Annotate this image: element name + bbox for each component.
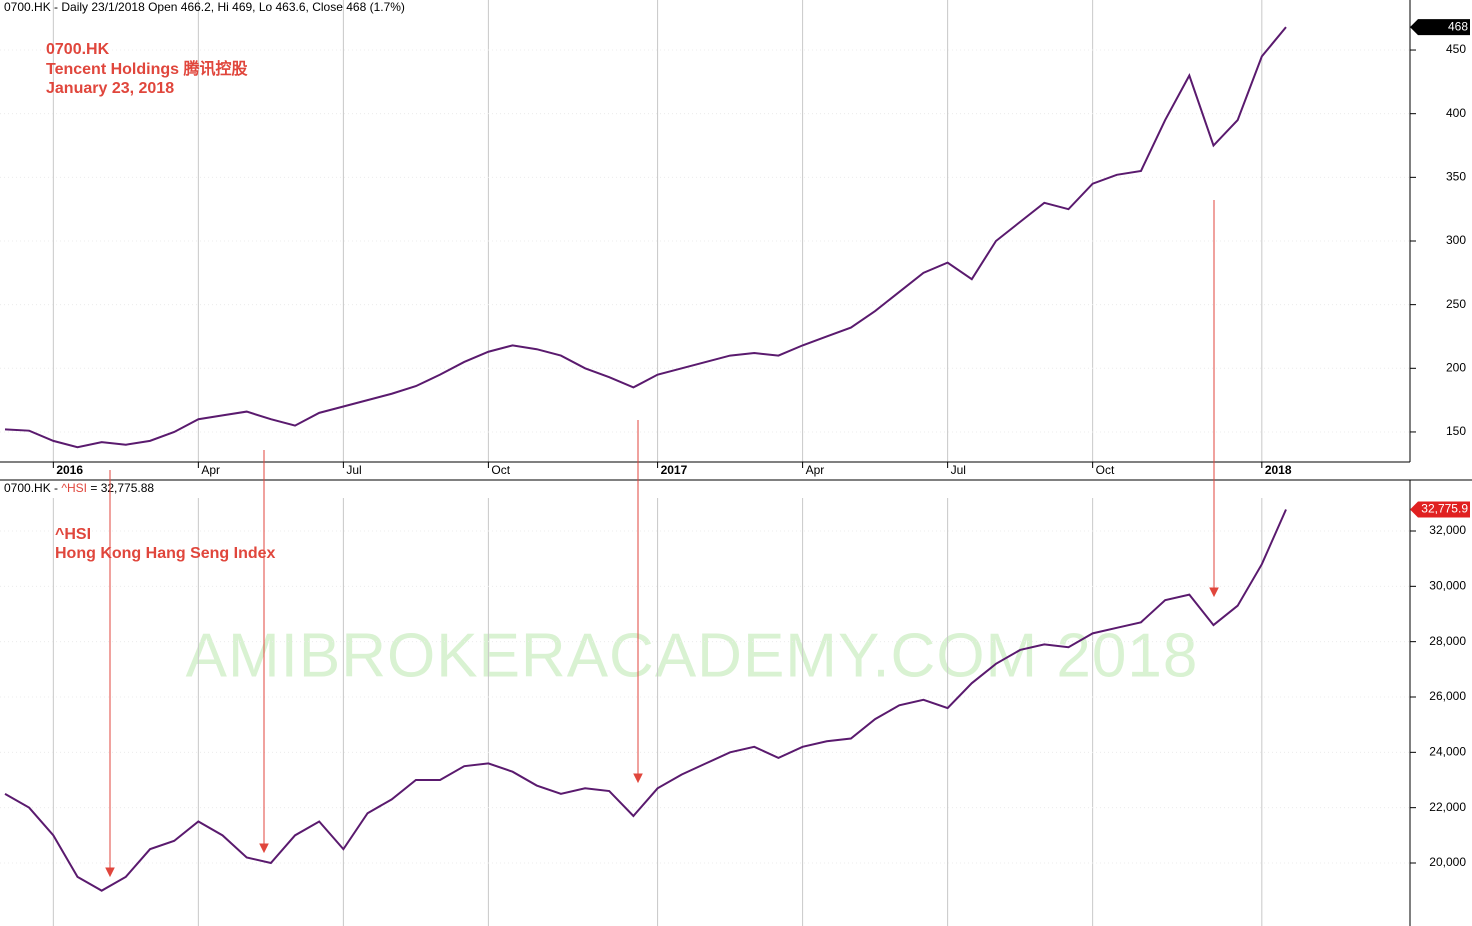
y-tick-label: 350: [1446, 170, 1466, 184]
arrow-head: [633, 773, 643, 784]
last-value-label: 32,775.9: [1421, 502, 1468, 516]
x-tick-label: Jul: [951, 463, 966, 477]
y-tick-label: 24,000: [1429, 745, 1466, 759]
y-tick-label: 200: [1446, 360, 1466, 374]
annotation: Hong Kong Hang Seng Index: [55, 545, 276, 562]
annotation: January 23, 2018: [46, 80, 174, 97]
grid: [0, 0, 1410, 462]
chart-header: 0700.HK - Daily 23/1/2018 Open 466.2, Hi…: [4, 0, 405, 14]
x-tick-label: Apr: [806, 463, 825, 477]
annotation: ^HSI: [55, 526, 91, 543]
annotation: Tencent Holdings 腾讯控股: [46, 59, 248, 78]
y-tick-label: 28,000: [1429, 634, 1466, 648]
y-tick-label: 450: [1446, 42, 1466, 56]
y-tick-label: 250: [1446, 297, 1466, 311]
chart-header: 0700.HK - ^HSI = 32,775.88: [4, 481, 154, 495]
x-tick-label: Jul: [346, 463, 361, 477]
x-tick-label: 2016: [56, 463, 83, 477]
arrow-head: [259, 843, 269, 854]
arrow-head: [1209, 587, 1219, 598]
y-tick-label: 20,000: [1429, 855, 1466, 869]
y-tick-label: 32,000: [1429, 523, 1466, 537]
x-tick-label: Oct: [1096, 463, 1115, 477]
header-part: ^HSI: [61, 481, 87, 495]
y-tick-label: 150: [1446, 424, 1466, 438]
last-value-tag: [1410, 19, 1470, 36]
y-tick-label: 30,000: [1429, 578, 1466, 592]
annotation: 0700.HK: [46, 41, 110, 58]
header-part: = 32,775.88: [87, 481, 154, 495]
price-line: [4, 509, 1287, 892]
y-tick-label: 26,000: [1429, 689, 1466, 703]
watermark: AMIBROKERACADEMY.COM 2018: [186, 621, 1199, 690]
last-value-label: 468: [1448, 19, 1468, 33]
x-tick-label: Apr: [201, 463, 220, 477]
arrow-head: [105, 867, 115, 878]
y-tick-label: 400: [1446, 106, 1466, 120]
price-line: [4, 26, 1287, 449]
arrows: [105, 200, 1219, 878]
last-value-tag: [1410, 501, 1470, 518]
x-tick-label: Oct: [491, 463, 510, 477]
x-tick-label: 2017: [661, 463, 688, 477]
y-tick-label: 300: [1446, 233, 1466, 247]
header-part: 0700.HK -: [4, 481, 61, 495]
y-tick-label: 22,000: [1429, 800, 1466, 814]
x-tick-label: 2018: [1265, 463, 1292, 477]
grid: [0, 498, 1410, 926]
